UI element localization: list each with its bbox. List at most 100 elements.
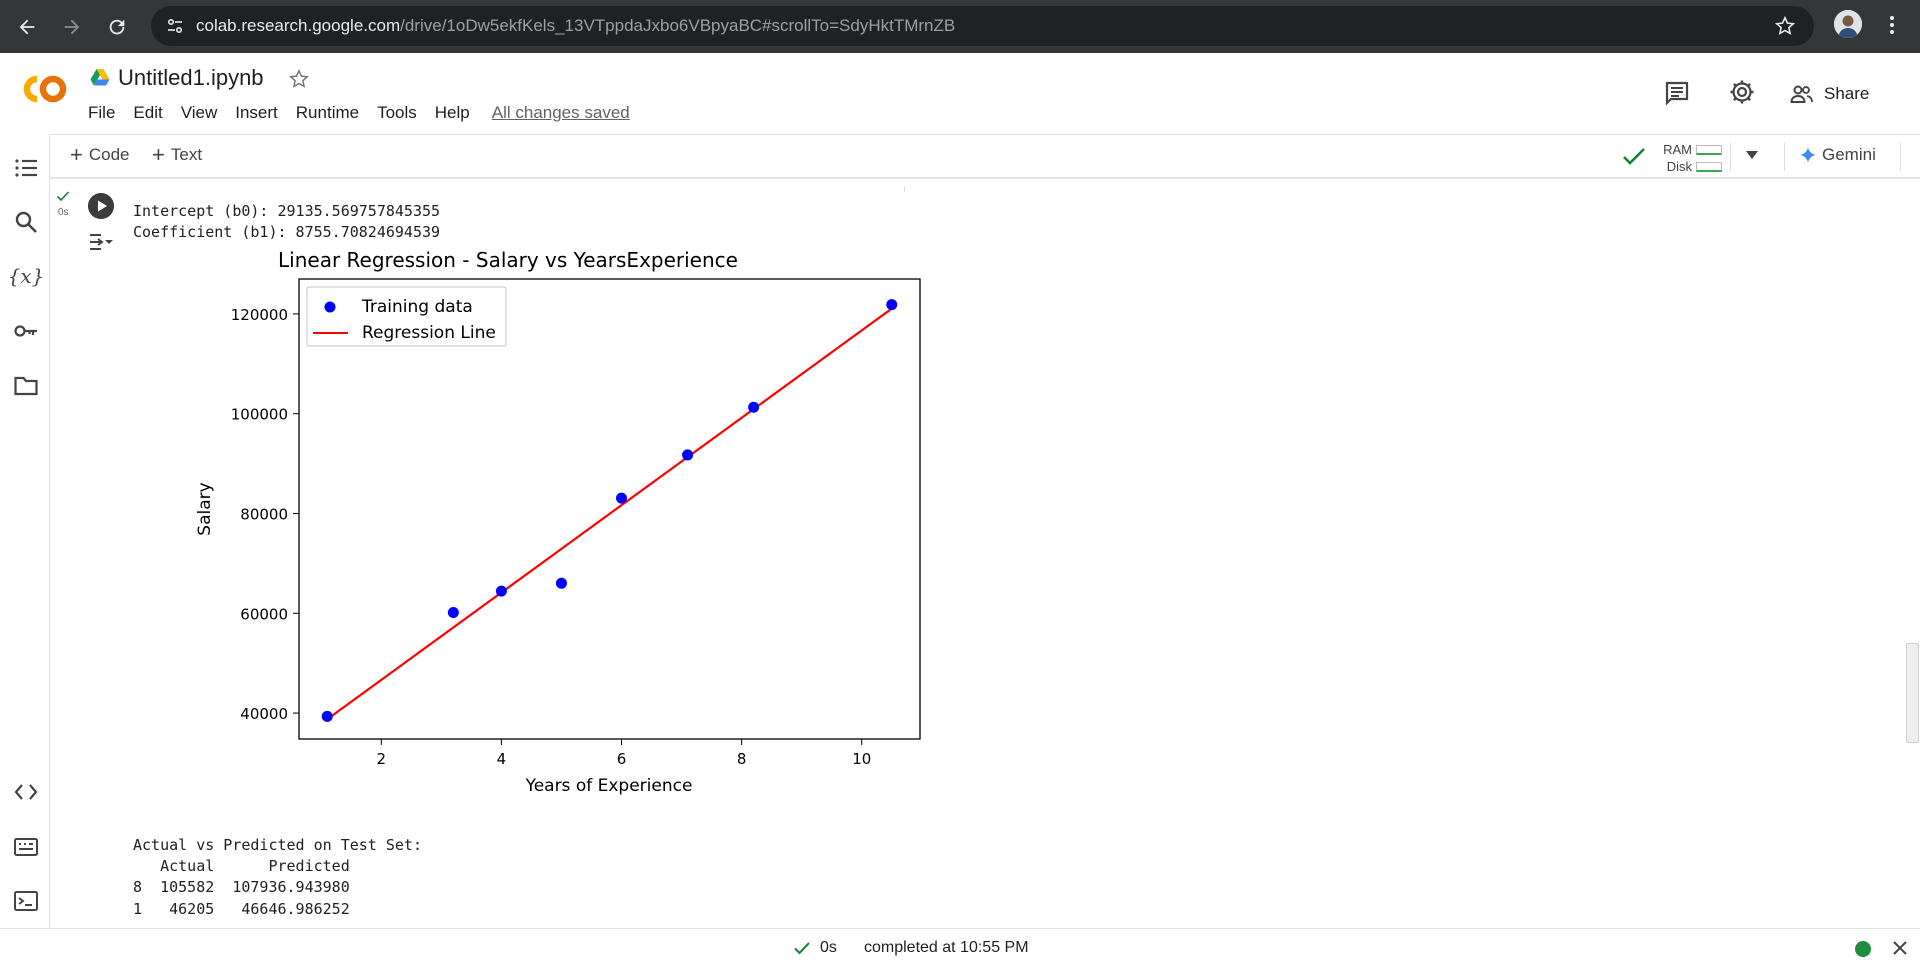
profile-avatar[interactable] bbox=[1834, 10, 1862, 38]
training-data-point bbox=[886, 299, 898, 311]
toolbar-divider bbox=[1900, 143, 1901, 171]
legend-box bbox=[306, 286, 507, 347]
chart-title: Linear Regression - Salary vs YearsExper… bbox=[278, 248, 738, 272]
forward-arrow-icon[interactable] bbox=[55, 10, 89, 44]
test-set-row: 1 46205 46646.986252 bbox=[133, 900, 350, 918]
menu-insert[interactable]: Insert bbox=[235, 103, 278, 122]
ram-usage-bar bbox=[1696, 144, 1722, 155]
execution-time: 0s bbox=[58, 207, 69, 218]
output-coefficient: Coefficient (b1): 8755.70824694539 bbox=[133, 223, 441, 241]
legend-label-training-data: Training data bbox=[361, 297, 473, 317]
gemini-label: Gemini bbox=[1822, 145, 1876, 164]
training-data-point bbox=[555, 577, 567, 589]
output-actions-icon[interactable] bbox=[87, 230, 115, 254]
test-set-heading: Actual vs Predicted on Test Set: bbox=[133, 836, 422, 854]
code-snippets-icon[interactable] bbox=[12, 778, 40, 806]
check-icon bbox=[794, 942, 810, 955]
training-data-point bbox=[682, 449, 694, 461]
comments-icon[interactable] bbox=[1663, 79, 1691, 107]
notebook-title[interactable]: Untitled1.ipynb bbox=[118, 65, 264, 90]
variables-icon[interactable]: {x} bbox=[7, 264, 45, 288]
command-palette-icon[interactable] bbox=[12, 833, 40, 861]
star-icon[interactable] bbox=[288, 68, 310, 90]
y-axis-ticks: 40000 60000 80000 100000 120000 bbox=[231, 306, 299, 723]
disk-usage-bar bbox=[1696, 161, 1722, 172]
y-tick-label: 120000 bbox=[231, 306, 288, 324]
menu-runtime[interactable]: Runtime bbox=[295, 103, 360, 122]
code-cell: 0s Intercept (b0): 29135.569757845355 Co… bbox=[50, 186, 1920, 928]
share-label: Share bbox=[1824, 84, 1870, 103]
test-set-header: Actual Predicted bbox=[133, 857, 350, 875]
save-status[interactable]: All changes saved bbox=[491, 103, 630, 122]
x-axis-ticks: 2 4 6 8 10 bbox=[377, 739, 871, 768]
x-axis-label: Years of Experience bbox=[525, 776, 693, 796]
status-duration: 0s bbox=[820, 939, 837, 956]
x-tick-label: 8 bbox=[737, 750, 747, 768]
menu-bar: File Edit View Insert Runtime Tools Help… bbox=[88, 103, 648, 123]
browser-menu-icon[interactable] bbox=[1880, 12, 1904, 38]
editor-divider bbox=[904, 186, 905, 192]
google-drive-icon[interactable] bbox=[90, 68, 110, 86]
menu-file[interactable]: File bbox=[88, 103, 116, 122]
caret-down-icon[interactable] bbox=[1744, 149, 1760, 161]
table-of-contents-icon[interactable] bbox=[12, 154, 40, 182]
add-code-button[interactable]: + Code bbox=[70, 142, 130, 167]
disk-label: Disk bbox=[1666, 159, 1692, 174]
y-tick-label: 100000 bbox=[231, 406, 288, 424]
y-tick-label: 40000 bbox=[240, 705, 288, 723]
people-icon bbox=[1790, 85, 1813, 103]
resource-monitor[interactable]: RAM Disk bbox=[1662, 139, 1722, 175]
training-data-point bbox=[495, 585, 507, 597]
training-data-point bbox=[748, 401, 760, 413]
terminal-icon[interactable] bbox=[12, 887, 40, 915]
gear-icon[interactable] bbox=[1728, 78, 1756, 106]
add-text-button[interactable]: + Text bbox=[152, 142, 202, 167]
plus-icon: + bbox=[70, 142, 83, 167]
output-intercept: Intercept (b0): 29135.569757845355 bbox=[133, 202, 441, 220]
training-data-point bbox=[616, 492, 628, 504]
chart-legend: Training data Regression Line bbox=[306, 286, 507, 347]
gemini-sparkle-icon bbox=[1800, 147, 1816, 163]
menu-tools[interactable]: Tools bbox=[377, 103, 417, 122]
search-icon[interactable] bbox=[12, 208, 40, 236]
gemini-button[interactable]: Gemini bbox=[1800, 145, 1876, 165]
run-cell-button[interactable] bbox=[88, 193, 114, 219]
address-bar[interactable]: colab.research.google.com/drive/1oDw5ekf… bbox=[151, 6, 1814, 46]
toolbar-divider bbox=[1784, 143, 1785, 171]
menu-edit[interactable]: Edit bbox=[133, 103, 163, 122]
x-tick-label: 4 bbox=[497, 750, 507, 768]
menu-view[interactable]: View bbox=[180, 103, 218, 122]
toolbar-divider bbox=[1730, 143, 1731, 171]
colab-logo-icon[interactable] bbox=[17, 73, 69, 105]
bookmark-star-icon[interactable] bbox=[1774, 15, 1796, 37]
url-host: colab.research.google.com bbox=[196, 16, 401, 35]
status-bar: 0s completed at 10:55 PM bbox=[0, 928, 1920, 965]
scrollbar[interactable] bbox=[1906, 643, 1919, 743]
key-icon[interactable] bbox=[12, 317, 40, 345]
menu-help[interactable]: Help bbox=[434, 103, 470, 122]
back-arrow-icon[interactable] bbox=[10, 10, 44, 44]
share-button[interactable]: Share bbox=[1790, 79, 1869, 109]
folder-icon[interactable] bbox=[12, 372, 40, 400]
url-text: colab.research.google.com/drive/1oDw5ekf… bbox=[196, 16, 955, 36]
regression-line bbox=[326, 307, 893, 721]
add-code-label: Code bbox=[88, 145, 130, 164]
x-tick-label: 2 bbox=[377, 750, 387, 768]
series-layer bbox=[321, 299, 898, 722]
reload-icon[interactable] bbox=[100, 10, 134, 44]
runtime-status-dot[interactable] bbox=[1855, 941, 1871, 957]
plus-icon: + bbox=[152, 142, 165, 167]
test-set-row: 8 105582 107936.943980 bbox=[133, 878, 350, 896]
x-tick-label: 10 bbox=[852, 750, 871, 768]
legend-marker-training-data bbox=[324, 301, 336, 313]
site-settings-icon[interactable] bbox=[165, 16, 185, 36]
training-data-point bbox=[321, 710, 333, 722]
y-tick-label: 80000 bbox=[240, 505, 288, 523]
plot-frame bbox=[298, 278, 921, 740]
status-completed-text[interactable]: completed at 10:55 PM bbox=[864, 939, 1029, 956]
regression-chart: Linear Regression - Salary vs YearsExper… bbox=[195, 248, 921, 796]
x-tick-label: 6 bbox=[617, 750, 627, 768]
close-icon[interactable] bbox=[1892, 940, 1908, 956]
notebook-toolbar: + Code + Text RAM Disk Gemini bbox=[50, 134, 1920, 178]
connected-check-icon[interactable] bbox=[1622, 147, 1646, 167]
